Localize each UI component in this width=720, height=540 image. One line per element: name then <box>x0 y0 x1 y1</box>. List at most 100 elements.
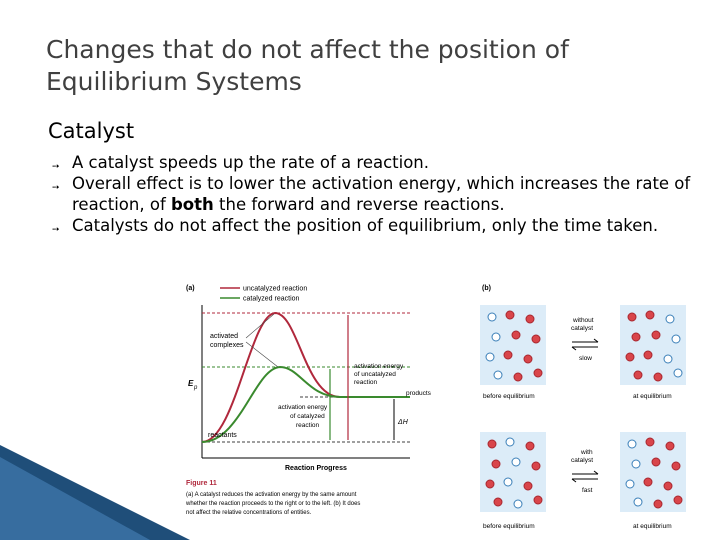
bullet-emphasis: both <box>171 195 214 214</box>
molecule-dot <box>491 332 501 342</box>
fast-label: fast <box>582 487 593 494</box>
molecule-dot <box>643 350 653 360</box>
forward-arrowhead-fast <box>593 470 599 475</box>
y-axis-label: E <box>188 379 194 388</box>
molecule-dot <box>653 499 663 509</box>
molecule-dot <box>651 330 661 340</box>
x-axis-label: Reaction Progress <box>285 465 347 472</box>
delta-h-label: ΔH <box>397 419 409 426</box>
bullet-text: A catalyst speeds up the rate of a react… <box>72 153 430 172</box>
subheading: Catalyst <box>48 119 135 143</box>
panel-b-label: (b) <box>482 285 491 292</box>
molecule-dot <box>645 310 655 320</box>
act-cat-label-2: of catalyzed <box>290 413 325 420</box>
caption-line-2: whether the reaction proceeds to the rig… <box>185 501 360 507</box>
molecule-dot <box>485 352 495 362</box>
molecule-dot <box>525 441 535 451</box>
caption-line-3: not affect the relative concentrations o… <box>186 510 312 516</box>
complexes-label: complexes <box>210 342 244 349</box>
bullet-text: Overall effect is to lower the activatio… <box>72 174 691 214</box>
act-uncat-label-1: activation energy <box>354 363 404 370</box>
slide-title: Changes that do not affect the position … <box>46 34 686 98</box>
molecule-dot <box>513 499 523 509</box>
molecule-dot <box>663 481 673 491</box>
caption-heading: Figure 11 <box>186 480 217 487</box>
molecule-dot <box>491 459 501 469</box>
molecule-dot <box>533 368 543 378</box>
act-uncat-label-2: of uncatalyzed <box>354 371 396 378</box>
molecules-group <box>485 310 683 509</box>
bullet-arrow-icon: ➙ <box>52 183 60 193</box>
molecule-dot <box>511 330 521 340</box>
molecule-dot <box>627 312 637 322</box>
reverse-arrowhead-slow <box>571 346 577 351</box>
molecule-dot <box>511 457 521 467</box>
molecule-dot <box>665 441 675 451</box>
without-label-1: without <box>572 317 594 324</box>
molecule-dot <box>645 437 655 447</box>
molecule-dot <box>533 495 543 505</box>
molecule-dot <box>671 334 681 344</box>
corner-decoration <box>0 445 190 540</box>
activated-label: activated <box>210 333 238 340</box>
molecule-dot <box>487 439 497 449</box>
bullet-text-tail: the forward and reverse reactions. <box>213 195 505 214</box>
molecule-dot <box>673 368 683 378</box>
molecule-dot <box>633 370 643 380</box>
forward-arrowhead-slow <box>593 338 599 343</box>
bullet-arrow-icon: ➙ <box>52 225 60 235</box>
molecule-dot <box>625 479 635 489</box>
act-uncat-label-3: reaction <box>354 379 378 386</box>
bullet-item: ➙ A catalyst speeds up the rate of a rea… <box>52 152 692 173</box>
bullet-text: Catalysts do not affect the position of … <box>72 216 659 235</box>
without-label-2: catalyst <box>571 325 593 332</box>
panel-a-label: (a) <box>186 285 195 292</box>
molecule-dot <box>485 479 495 489</box>
slow-label: slow <box>579 355 592 362</box>
molecule-dot <box>671 461 681 471</box>
reverse-arrowhead-fast <box>571 478 577 483</box>
molecule-dot <box>523 481 533 491</box>
molecule-dot <box>523 354 533 364</box>
bullet-arrow-icon: ➙ <box>52 162 60 172</box>
molecule-dot <box>493 497 503 507</box>
at-eq-label-bottom: at equilibrium <box>633 523 672 530</box>
molecule-dot <box>505 310 515 320</box>
molecule-dot <box>513 372 523 382</box>
molecule-dot <box>663 354 673 364</box>
molecule-dot <box>487 312 497 322</box>
legend-uncatalyzed: uncatalyzed reaction <box>243 286 307 293</box>
molecule-dot <box>625 352 635 362</box>
at-eq-label-top: at equilibrium <box>633 393 672 400</box>
slide-title-line-1: Changes that do not affect the position … <box>46 35 569 64</box>
y-axis-subscript: p <box>193 385 198 391</box>
molecule-dot <box>627 439 637 449</box>
molecule-dot <box>643 477 653 487</box>
molecule-dot <box>631 332 641 342</box>
molecule-dot <box>505 437 515 447</box>
legend-catalyzed: catalyzed reaction <box>243 296 300 303</box>
with-label-2: catalyst <box>571 457 593 464</box>
catalyst-figure: (a) uncatalyzed reaction catalyzed react… <box>185 285 686 530</box>
products-label: products <box>406 390 432 397</box>
molecule-dot <box>653 372 663 382</box>
activated-pointer-1 <box>245 313 275 339</box>
caption-line-1: (a) A catalyst reduces the activation en… <box>186 492 357 498</box>
slide-title-line-2: Equilibrium Systems <box>46 67 302 96</box>
bullet-list: ➙ A catalyst speeds up the rate of a rea… <box>52 152 692 236</box>
with-label-1: with <box>580 449 593 456</box>
before-eq-label-top: before equilibrium <box>483 393 535 400</box>
corner-light-shape <box>0 457 150 540</box>
activated-pointer-2 <box>245 341 279 368</box>
molecule-dot <box>651 457 661 467</box>
molecule-dot <box>503 350 513 360</box>
act-cat-label-1: activation energy <box>278 404 328 411</box>
molecule-dot <box>665 314 675 324</box>
molecule-dot <box>503 477 513 487</box>
molecule-dot <box>633 497 643 507</box>
molecule-dot <box>493 370 503 380</box>
molecule-dot <box>673 495 683 505</box>
reactants-label: reactants <box>208 432 237 439</box>
bullet-item: ➙ Overall effect is to lower the activat… <box>52 173 692 215</box>
uncatalyzed-curve <box>201 311 410 443</box>
